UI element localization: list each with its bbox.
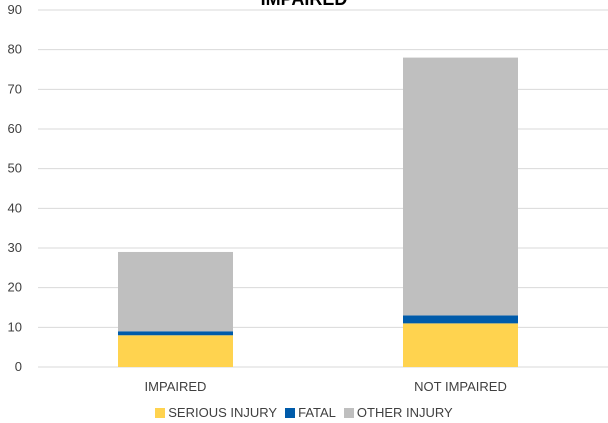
legend-item: OTHER INJURY xyxy=(343,405,453,421)
y-tick-label: 10 xyxy=(8,319,22,334)
x-axis-category-labels: IMPAIRED NOT IMPAIRED xyxy=(145,379,507,394)
legend-item: SERIOUS INJURY xyxy=(155,405,277,421)
y-tick-label: 70 xyxy=(8,81,22,96)
x-category-label: IMPAIRED xyxy=(145,379,207,394)
legend-item: FATAL xyxy=(285,405,336,421)
legend-swatch xyxy=(343,408,354,418)
bar-fatal-not-impaired xyxy=(403,315,518,324)
bar-other-injury-impaired xyxy=(118,251,233,332)
y-tick-label: 80 xyxy=(8,42,22,57)
legend: SERIOUS INJURY FATAL OTHER INJURY xyxy=(0,405,608,421)
y-tick-label: 40 xyxy=(8,200,22,215)
bar-serious-injury-impaired xyxy=(118,335,233,367)
y-tick-label: 50 xyxy=(8,161,22,176)
bars xyxy=(118,57,518,367)
y-tick-label: 60 xyxy=(8,121,22,136)
chart-title: IMPAIRED xyxy=(0,0,608,10)
y-tick-label: 0 xyxy=(15,359,22,374)
stacked-bar-chart: 0 10 20 30 40 50 60 70 80 90 IMPAIRED NOT IMPAIRED xyxy=(8,2,608,394)
legend-label: FATAL xyxy=(298,405,336,420)
legend-swatch xyxy=(285,408,296,418)
bar-other-injury-not-impaired xyxy=(403,57,518,316)
y-axis-tick-labels: 0 10 20 30 40 50 60 70 80 90 xyxy=(8,2,22,374)
x-category-label: NOT IMPAIRED xyxy=(414,379,507,394)
bar-serious-injury-not-impaired xyxy=(403,323,518,367)
legend-label: OTHER INJURY xyxy=(356,405,453,420)
y-tick-label: 90 xyxy=(8,2,22,17)
y-tick-label: 20 xyxy=(8,280,22,295)
legend-label: SERIOUS INJURY xyxy=(168,405,278,420)
legend-swatch xyxy=(155,408,166,418)
bar-fatal-impaired xyxy=(118,331,233,336)
y-tick-label: 30 xyxy=(8,240,22,255)
